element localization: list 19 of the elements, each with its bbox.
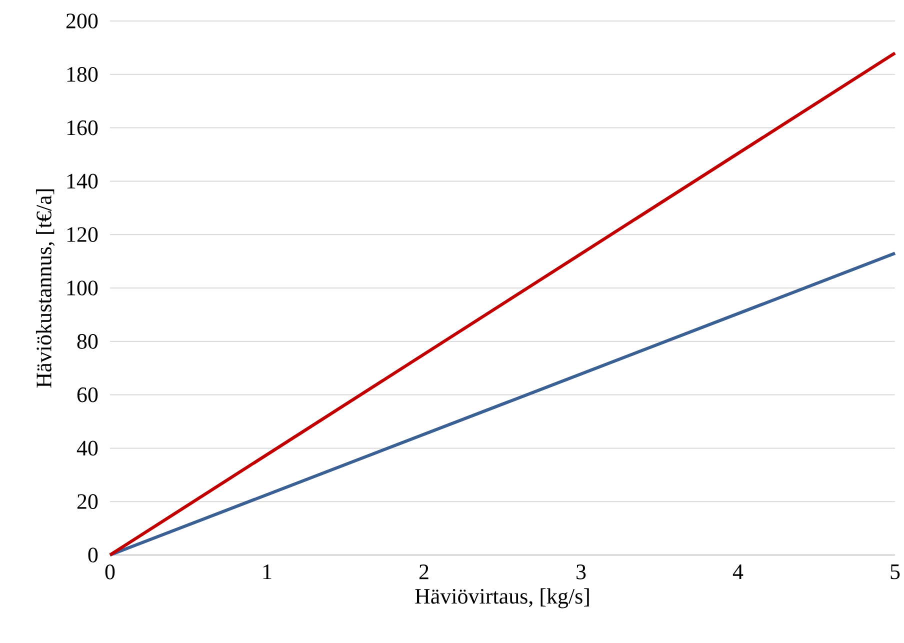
y-tick-label: 120	[67, 227, 98, 242]
y-tick-label: 20	[77, 494, 98, 510]
y-tick-label: 180	[67, 66, 98, 82]
x-tick-label: 4	[732, 564, 744, 580]
y-tick-label: 200	[66, 14, 98, 28]
y-tick-label: 100	[67, 280, 98, 296]
y-tick-label: 0	[88, 548, 98, 562]
y-axis-title: Häviökustannus, [t€/a]	[36, 189, 55, 388]
y-tick-label: 60	[77, 387, 98, 402]
x-tick-label: 2	[419, 564, 428, 580]
x-tick-label: 1	[263, 564, 272, 580]
x-axis-title: Häviövirtaus, [kg/s]	[415, 588, 589, 608]
x-tick-label: 3	[576, 564, 586, 580]
y-tick-label: 40	[76, 440, 98, 456]
y-tick-label: 80	[77, 334, 98, 349]
x-tick-label: 0	[105, 564, 115, 580]
x-tick-label: 5	[890, 564, 900, 580]
y-tick-label: 140	[67, 174, 98, 189]
y-tick-label: 160	[67, 120, 98, 136]
